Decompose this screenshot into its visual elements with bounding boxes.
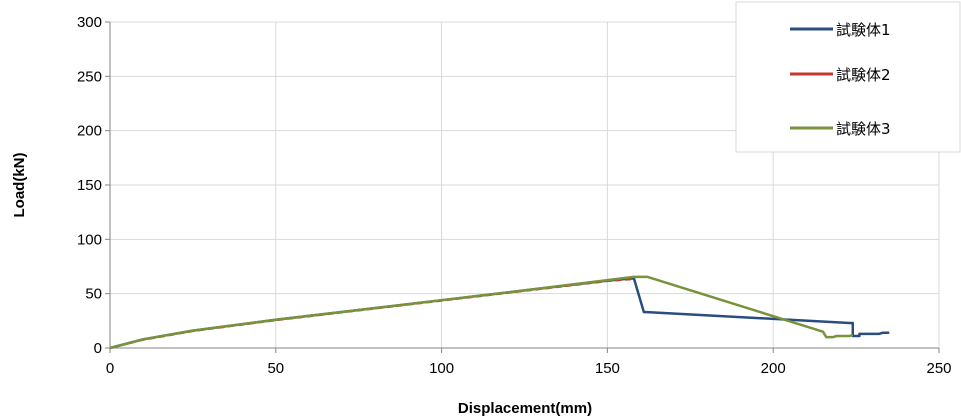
series-layer (109, 275, 890, 350)
x-tick-label: 200 (761, 360, 786, 377)
legend-label-3: 試験体3 (836, 120, 891, 138)
y-tick-label: 150 (77, 177, 102, 194)
series-line-2 (109, 278, 635, 349)
x-tick-label: 100 (429, 360, 454, 377)
x-tick-label: 150 (595, 360, 620, 377)
tick-labels: 0 50 100 150 200 250 300 0 50 100 150 200 250 (77, 14, 952, 377)
y-tick-label: 200 (77, 123, 102, 140)
x-axis-title: Displacement(mm) (458, 400, 592, 417)
legend-box (735, 1, 961, 153)
y-axis-title: Load(kN) (11, 153, 28, 218)
series-line-3 (109, 275, 854, 350)
y-tick-label: 50 (85, 286, 102, 303)
axes (105, 21, 940, 353)
y-tick-label: 300 (77, 14, 102, 31)
x-tick-label: 0 (106, 360, 114, 377)
y-tick-label: 250 (77, 68, 102, 85)
x-tick-label: 250 (926, 360, 951, 377)
legend: 試験体1 試験体2 試験体3 (735, 1, 961, 153)
legend-label-1: 試験体1 (836, 21, 891, 39)
y-tick-label: 0 (94, 340, 102, 357)
x-tick-label: 50 (267, 360, 284, 377)
legend-label-2: 試験体2 (836, 66, 891, 84)
series-line-1 (109, 277, 890, 350)
y-tick-label: 100 (77, 231, 102, 248)
